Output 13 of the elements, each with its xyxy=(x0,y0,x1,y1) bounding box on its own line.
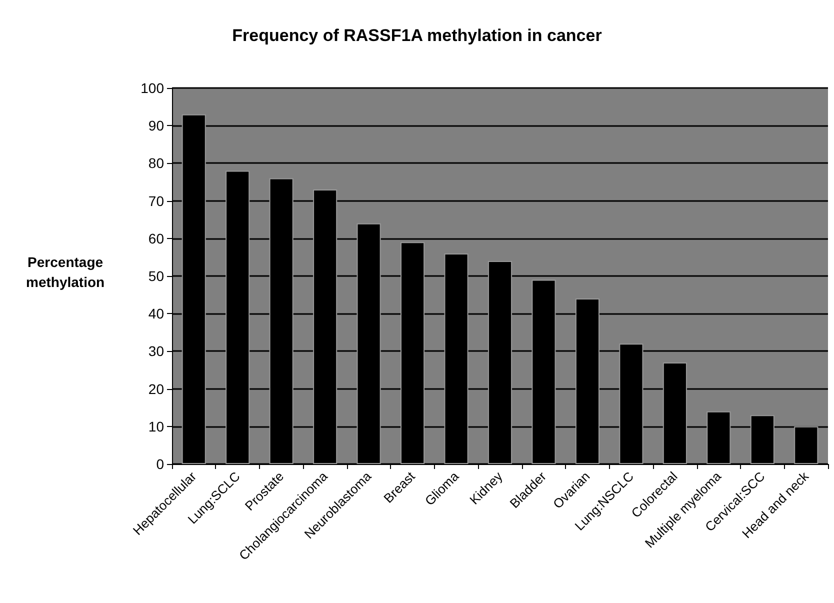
y-tick-label: 50 xyxy=(148,268,164,284)
y-tick-label: 90 xyxy=(148,118,164,134)
chart-title: Frequency of RASSF1A methylation in cancer xyxy=(232,26,602,45)
y-tick-label: 60 xyxy=(148,230,164,246)
y-tick-label: 30 xyxy=(148,343,164,360)
y-tick-label: 70 xyxy=(148,192,164,209)
y-tick-label: 10 xyxy=(148,418,164,434)
y-tick-label: 40 xyxy=(148,306,164,322)
y-tick-label: 80 xyxy=(148,155,164,172)
y-tick-label: 0 xyxy=(156,456,164,472)
y-tick-label: 100 xyxy=(140,80,164,96)
y-tick-label: 20 xyxy=(148,380,164,397)
y-axis-title: Percentage methylation xyxy=(26,254,105,290)
